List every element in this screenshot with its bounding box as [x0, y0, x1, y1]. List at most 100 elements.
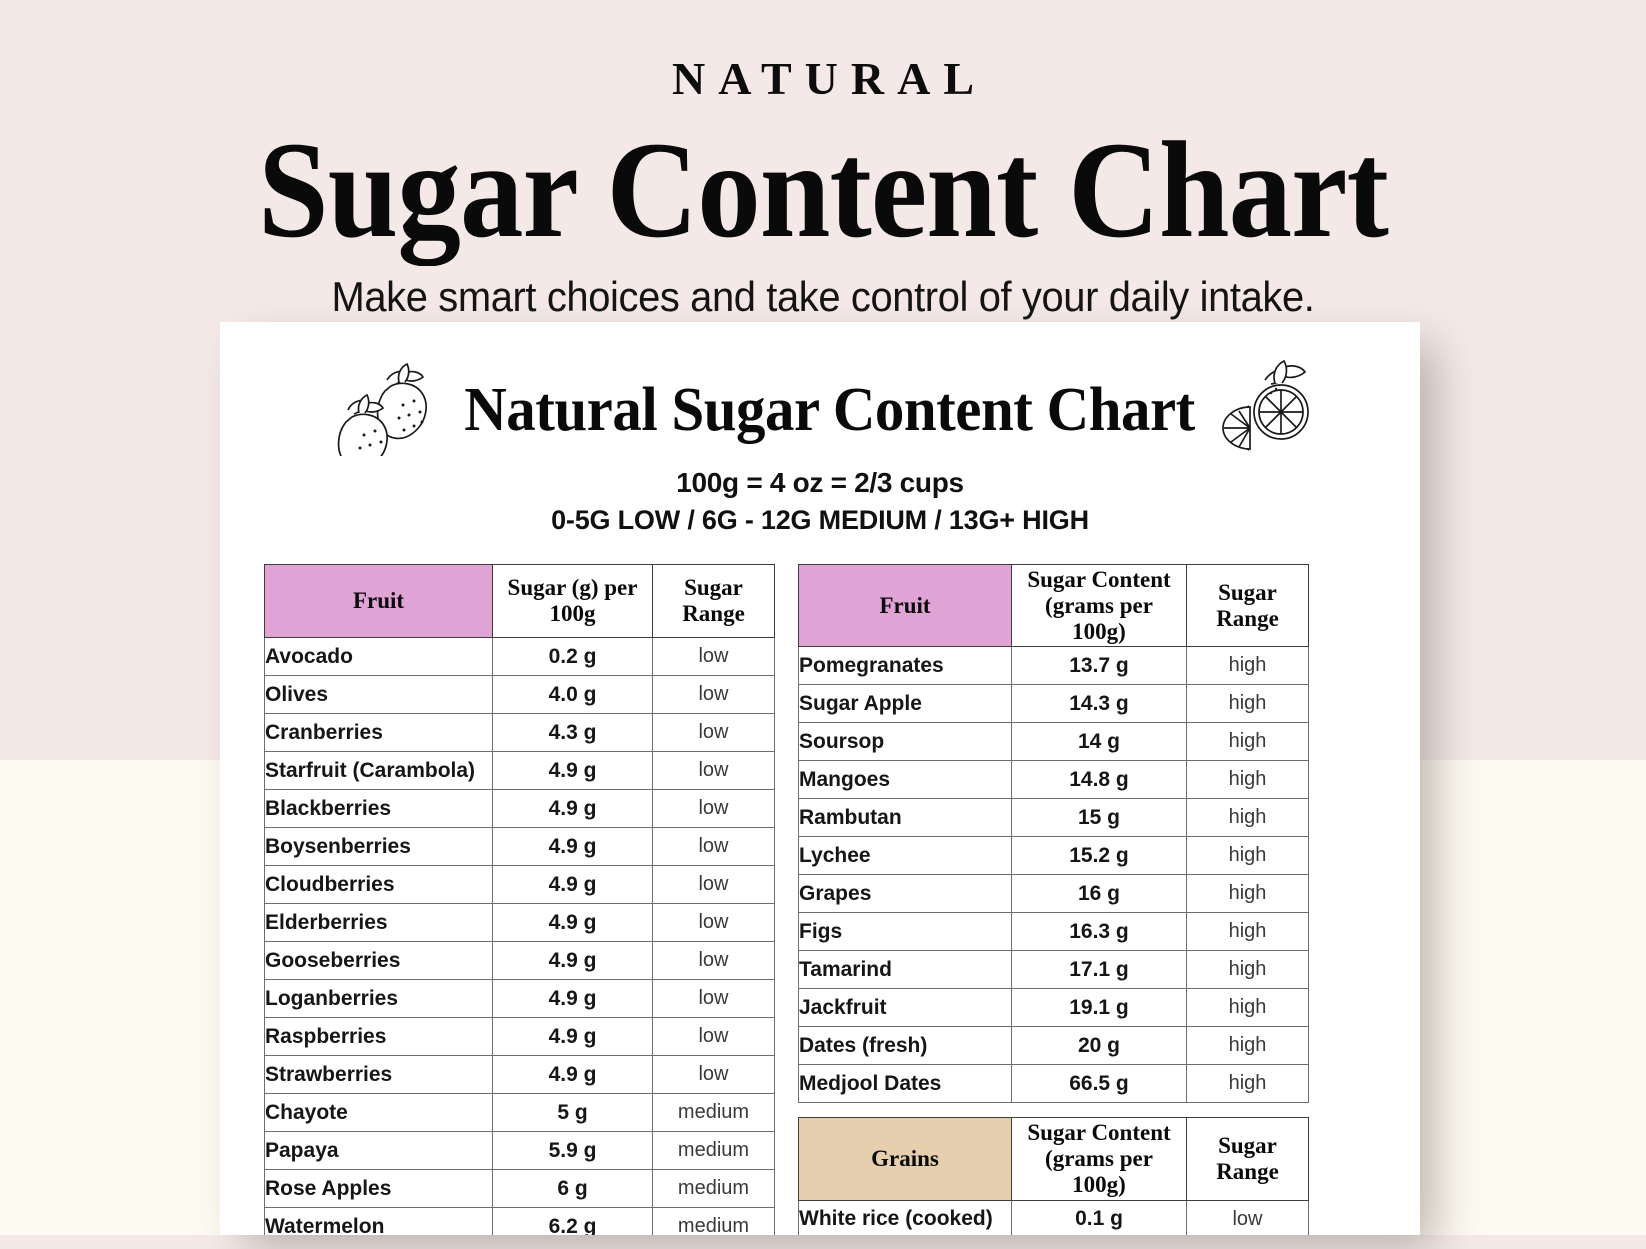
cell-sugar-value: 16.3 g: [1011, 912, 1187, 952]
cell-sugar-value: 4.0 g: [492, 675, 653, 714]
cell-sugar-value: 14.8 g: [1011, 760, 1187, 800]
strawberries-icon: [321, 360, 439, 470]
table-row: Soursop 14 g high: [798, 722, 1309, 762]
page-title: Sugar Content Chart: [258, 113, 1389, 266]
cell-sugar-value: 6 g: [492, 1169, 653, 1208]
cell-sugar-range: low: [652, 1017, 775, 1056]
table-row: Papaya 5.9 g medium: [264, 1131, 775, 1170]
table-row: Blackberries 4.9 g low: [264, 789, 775, 828]
table-row: Elderberries 4.9 g low: [264, 903, 775, 942]
cell-item-name: Elderberries: [264, 903, 493, 942]
cell-sugar-value: 4.9 g: [492, 789, 653, 828]
cell-sugar-range: high: [1186, 1064, 1309, 1104]
cell-sugar-value: 20 g: [1011, 1026, 1187, 1066]
table-row: Pomegranates 13.7 g high: [798, 646, 1309, 686]
table-row: White rice (cooked) 0.1 g low: [798, 1199, 1309, 1235]
cell-item-name: White rice (cooked): [798, 1199, 1012, 1235]
table-row: Raspberries 4.9 g low: [264, 1017, 775, 1056]
chart-title: Natural Sugar Content Chart: [463, 376, 1195, 444]
fruit-high-table: Fruit Sugar Content (grams per 100g) Sug…: [798, 563, 1309, 1104]
cell-sugar-range: high: [1186, 836, 1309, 876]
cell-item-name: Raspberries: [264, 1017, 493, 1056]
column-header-sugar-value: Sugar Content (grams per 100g): [1011, 563, 1187, 648]
cell-sugar-range: high: [1186, 950, 1309, 990]
cell-sugar-value: 4.9 g: [492, 1017, 653, 1056]
cell-item-name: Loganberries: [264, 979, 493, 1018]
table-row: Olives 4.0 g low: [264, 675, 775, 714]
cell-item-name: Strawberries: [264, 1055, 493, 1094]
table-header-row: Fruit Sugar Content (grams per 100g) Sug…: [798, 563, 1309, 648]
table-header-row: Fruit Sugar (g) per 100g Sugar Range: [264, 564, 775, 638]
page-eyebrow: NATURAL: [671, 53, 988, 104]
table-row: Watermelon 6.2 g medium: [264, 1207, 775, 1235]
cell-item-name: Avocado: [264, 637, 493, 676]
cell-item-name: Pomegranates: [798, 646, 1012, 686]
right-column: Fruit Sugar Content (grams per 100g) Sug…: [798, 563, 1309, 1235]
cell-item-name: Starfruit (Carambola): [264, 751, 493, 790]
cell-sugar-value: 4.9 g: [492, 903, 653, 942]
table-row: Rose Apples 6 g medium: [264, 1169, 775, 1208]
table-row: Cloudberries 4.9 g low: [264, 865, 775, 904]
table-row: Strawberries 4.9 g low: [264, 1055, 775, 1094]
cell-sugar-value: 4.3 g: [492, 713, 653, 752]
cell-sugar-range: low: [652, 941, 775, 980]
cell-sugar-range: medium: [652, 1169, 775, 1208]
table-row: Sugar Apple 14.3 g high: [798, 684, 1309, 724]
cell-sugar-range: medium: [652, 1093, 775, 1132]
table-header-row: Grains Sugar Content (grams per 100g) Su…: [798, 1117, 1309, 1201]
column-header-sugar-value: Sugar Content (grams per 100g): [1011, 1117, 1187, 1201]
cell-sugar-value: 4.9 g: [492, 865, 653, 904]
cell-sugar-value: 4.9 g: [492, 751, 653, 790]
tables-area: Fruit Sugar (g) per 100g Sugar Range Avo…: [220, 563, 1420, 1235]
cell-sugar-value: 13.7 g: [1011, 646, 1187, 686]
cell-sugar-range: high: [1186, 760, 1309, 800]
cell-item-name: Grapes: [798, 874, 1012, 914]
cell-item-name: Jackfruit: [798, 988, 1012, 1028]
table-row: Jackfruit 19.1 g high: [798, 988, 1309, 1028]
cell-sugar-range: high: [1186, 912, 1309, 952]
cell-sugar-range: medium: [652, 1131, 775, 1170]
grains-body: White rice (cooked)0.1 glowBrown rice (c…: [798, 1199, 1309, 1235]
cell-sugar-value: 4.9 g: [492, 941, 653, 980]
grains-table: Grains Sugar Content (grams per 100g) Su…: [798, 1117, 1309, 1235]
cell-item-name: Lychee: [798, 836, 1012, 876]
cell-sugar-range: high: [1186, 646, 1309, 686]
cell-sugar-value: 19.1 g: [1011, 988, 1187, 1028]
cell-item-name: Mangoes: [798, 760, 1012, 800]
cell-item-name: Soursop: [798, 722, 1012, 762]
cell-item-name: Cranberries: [264, 713, 493, 752]
cell-sugar-value: 66.5 g: [1011, 1064, 1187, 1104]
cell-sugar-range: low: [652, 637, 775, 676]
cell-item-name: Sugar Apple: [798, 684, 1012, 724]
page-tagline: Make smart choices and take control of y…: [331, 272, 1315, 320]
cell-sugar-value: 4.9 g: [492, 827, 653, 866]
page-header: NATURAL Sugar Content Chart Make smart c…: [0, 0, 1646, 321]
cell-sugar-value: 14 g: [1011, 722, 1187, 762]
column-header-sugar-range: Sugar Range: [652, 564, 775, 638]
printable-chart-card: Natural Sugar Content Chart 100g = 4 oz …: [220, 322, 1420, 1235]
cell-sugar-range: medium: [652, 1207, 775, 1235]
table-row: Mangoes 14.8 g high: [798, 760, 1309, 800]
cell-sugar-value: 6.2 g: [492, 1207, 653, 1235]
cell-sugar-value: 16 g: [1011, 874, 1187, 914]
table-row: Figs 16.3 g high: [798, 912, 1309, 952]
cell-item-name: Medjool Dates: [798, 1064, 1012, 1104]
table-row: Chayote 5 g medium: [264, 1093, 775, 1132]
citrus-icon: [1219, 359, 1319, 461]
cell-sugar-range: low: [652, 865, 775, 904]
cell-sugar-range: low: [652, 903, 775, 942]
cell-sugar-range: high: [1186, 722, 1309, 762]
cell-sugar-range: high: [1186, 798, 1309, 838]
column-header-sugar-range: Sugar Range: [1186, 1117, 1309, 1201]
chart-title-row: Natural Sugar Content Chart: [220, 322, 1420, 470]
cell-sugar-range: low: [652, 751, 775, 790]
cell-item-name: Figs: [798, 912, 1012, 952]
cell-sugar-value: 15.2 g: [1011, 836, 1187, 876]
column-header-grains: Grains: [798, 1117, 1012, 1201]
cell-sugar-range: high: [1186, 684, 1309, 724]
table-row: Rambutan 15 g high: [798, 798, 1309, 838]
cell-item-name: Rambutan: [798, 798, 1012, 838]
cell-item-name: Cloudberries: [264, 865, 493, 904]
table-row: Dates (fresh) 20 g high: [798, 1026, 1309, 1066]
